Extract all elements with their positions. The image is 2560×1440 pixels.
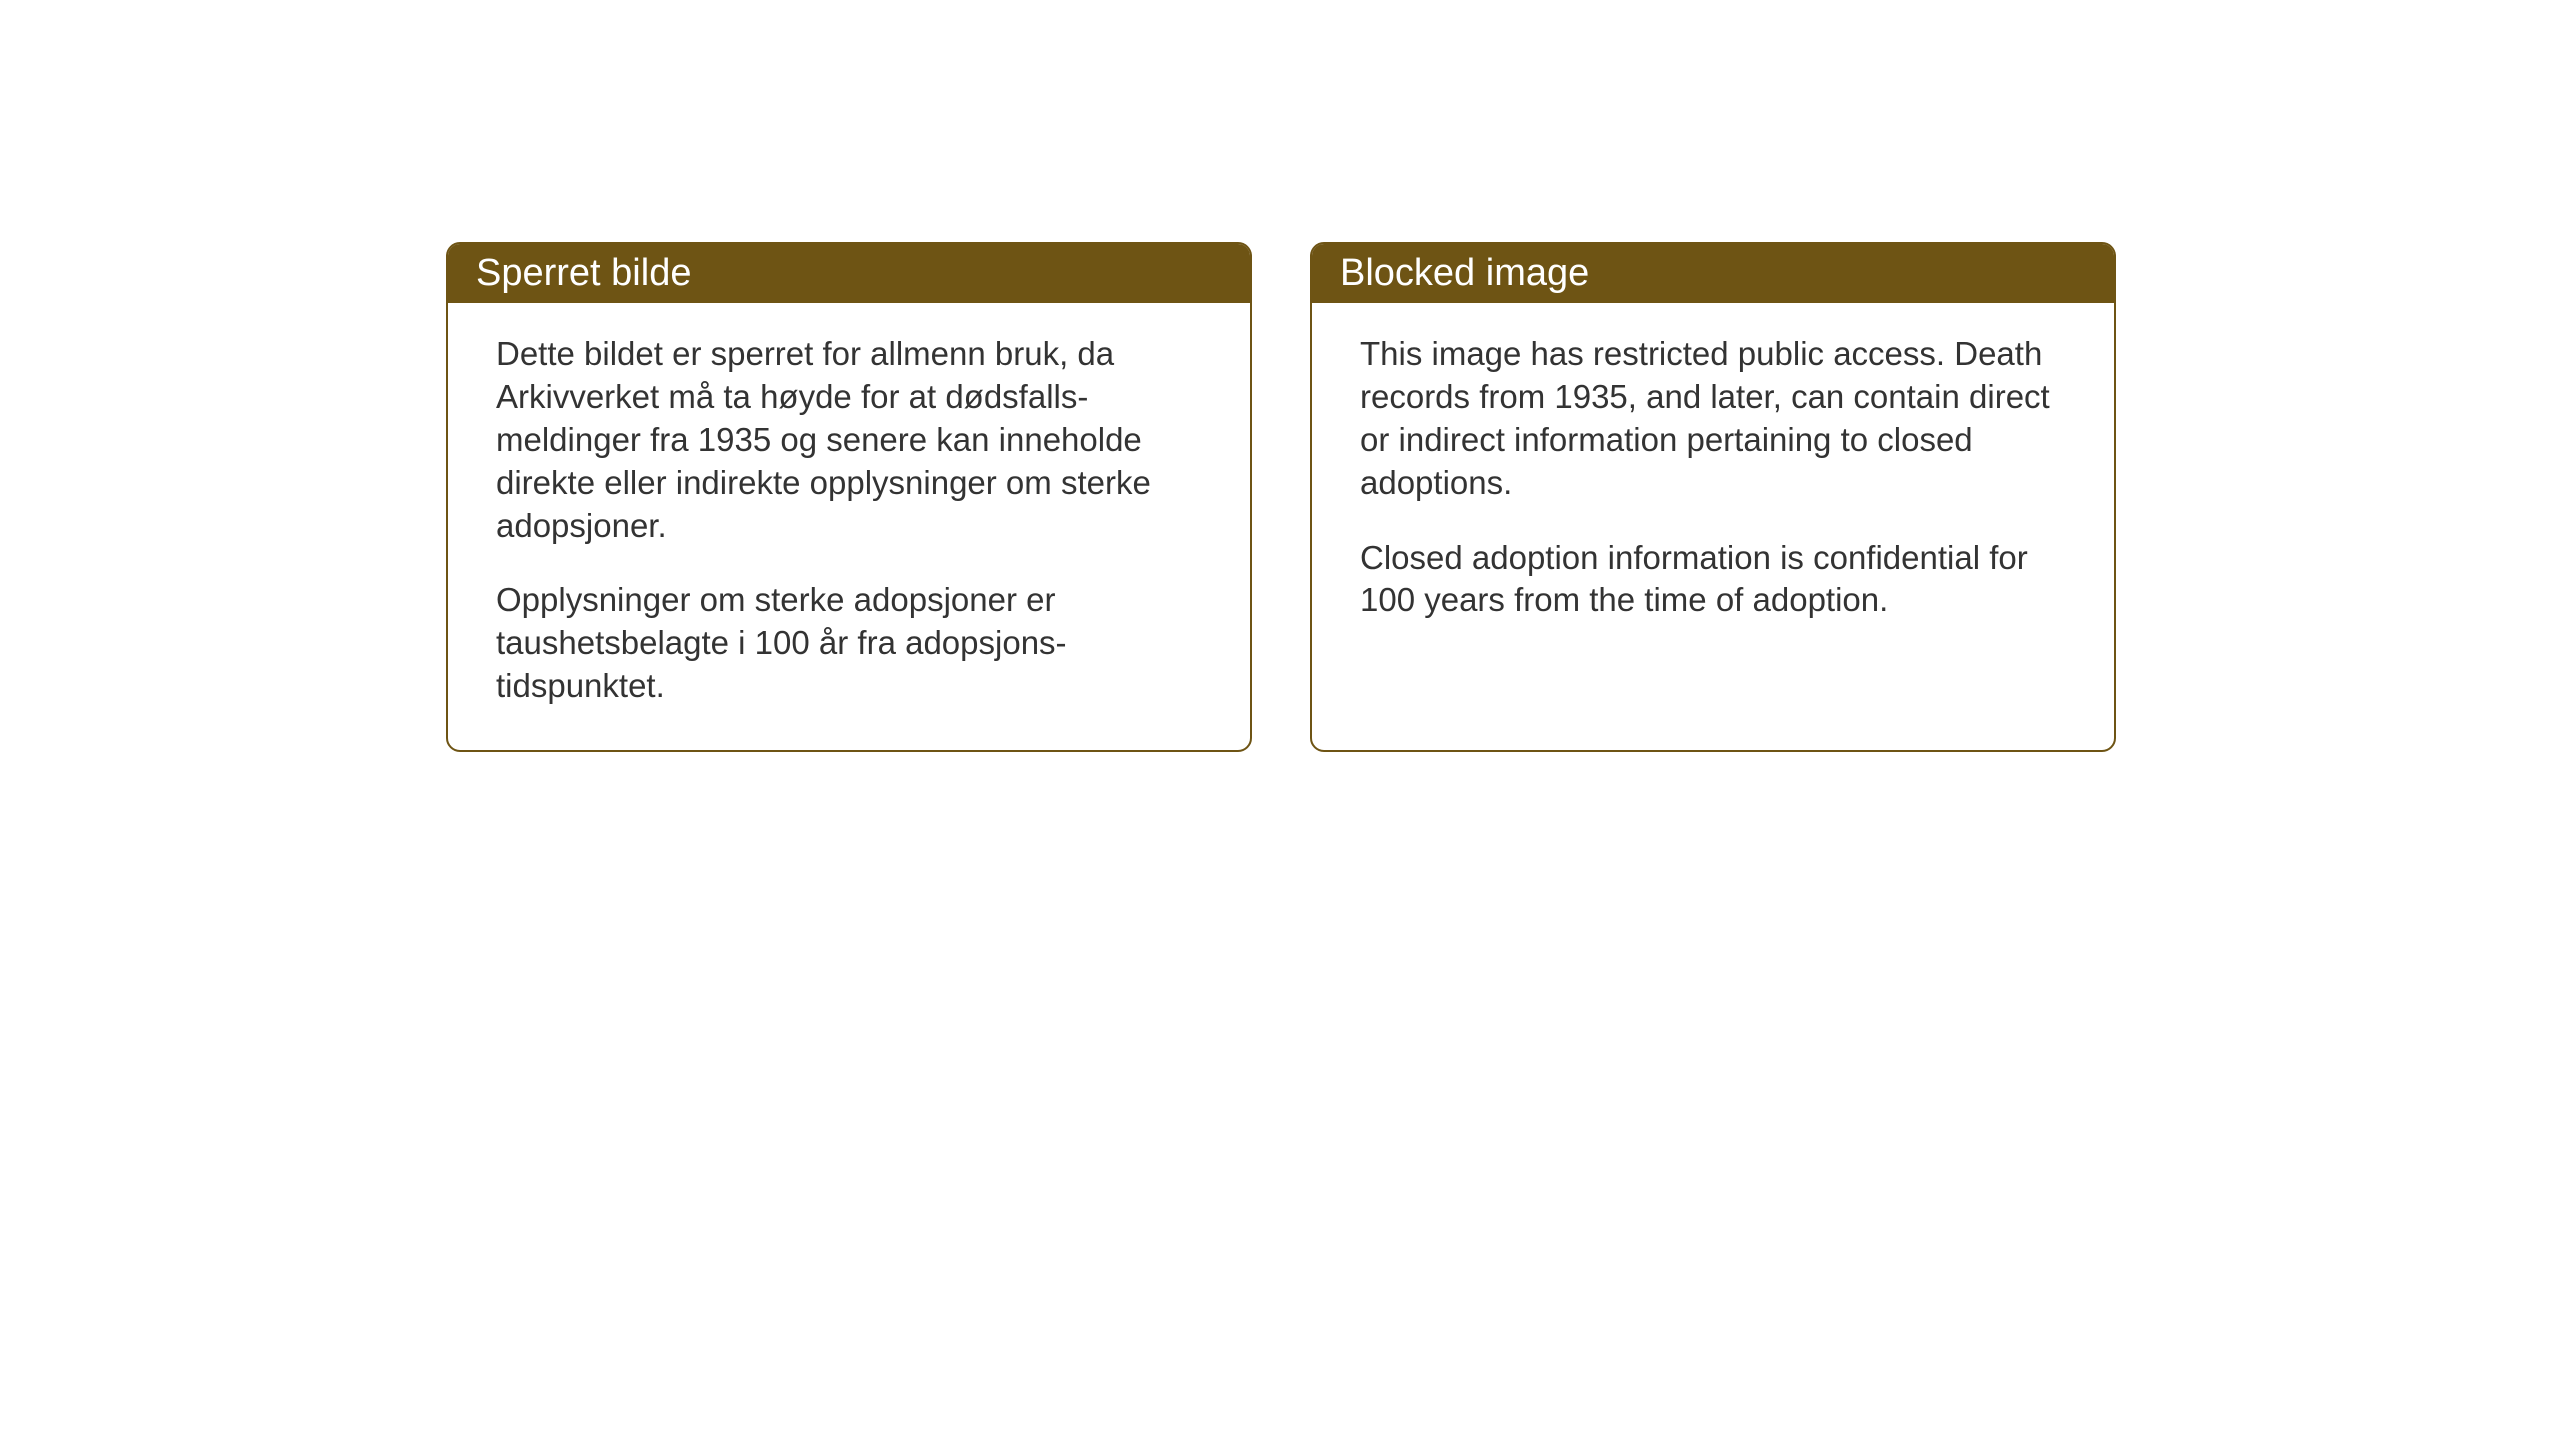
notice-header-norwegian: Sperret bilde (448, 244, 1250, 303)
notice-header-english: Blocked image (1312, 244, 2114, 303)
notice-paragraph-2-norwegian: Opplysninger om sterke adopsjoner er tau… (496, 579, 1202, 708)
notice-body-norwegian: Dette bildet er sperret for allmenn bruk… (448, 303, 1250, 750)
notice-paragraph-1-english: This image has restricted public access.… (1360, 333, 2066, 505)
notice-paragraph-1-norwegian: Dette bildet er sperret for allmenn bruk… (496, 333, 1202, 547)
notice-title-norwegian: Sperret bilde (476, 252, 691, 294)
notice-body-english: This image has restricted public access.… (1312, 303, 2114, 664)
notice-paragraph-2-english: Closed adoption information is confident… (1360, 537, 2066, 623)
notice-card-norwegian: Sperret bilde Dette bildet er sperret fo… (446, 242, 1252, 752)
notice-container: Sperret bilde Dette bildet er sperret fo… (446, 242, 2116, 752)
notice-title-english: Blocked image (1340, 252, 1589, 294)
notice-card-english: Blocked image This image has restricted … (1310, 242, 2116, 752)
